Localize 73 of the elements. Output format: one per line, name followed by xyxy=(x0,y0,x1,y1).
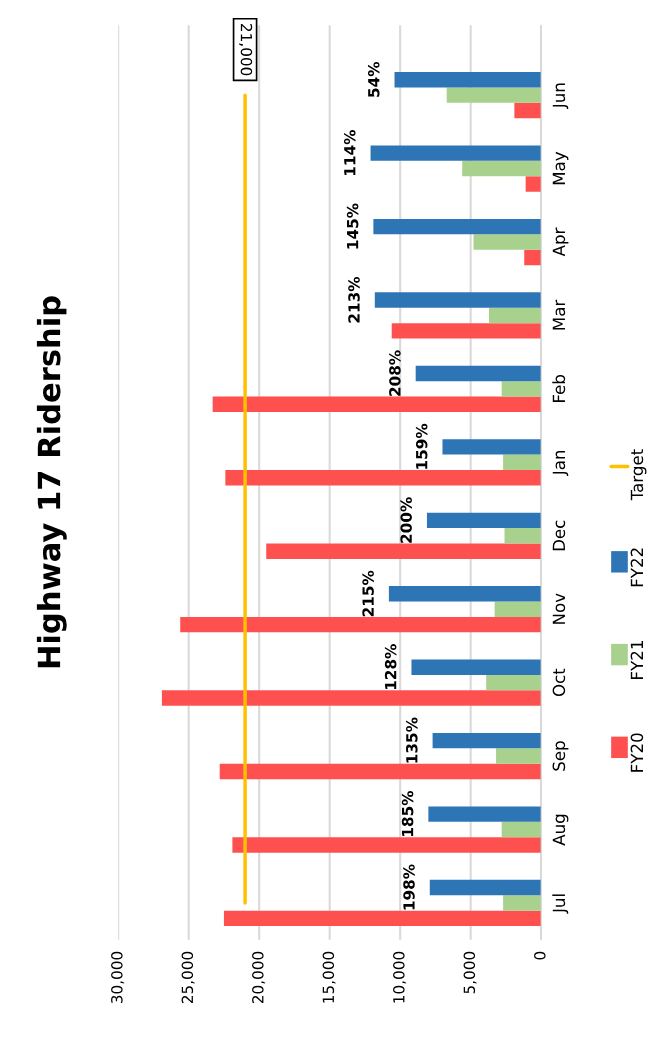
bar xyxy=(225,470,542,486)
bar xyxy=(212,396,542,413)
y-tick-label: May xyxy=(552,151,569,185)
bar xyxy=(388,586,542,602)
bar xyxy=(370,145,542,161)
x-tick-label: 20,000 xyxy=(252,951,266,1004)
annotation: 198% xyxy=(403,864,415,910)
bar xyxy=(486,674,542,691)
x-tick-label: 5,000 xyxy=(463,951,477,994)
y-tick-label: Sep xyxy=(552,741,569,771)
y-tick-label: Dec xyxy=(552,520,566,551)
y-tick-label: Feb xyxy=(552,375,566,402)
x-tick-label: 0 xyxy=(534,951,546,960)
bar xyxy=(462,160,542,177)
bar xyxy=(524,249,542,266)
annotation: 135% xyxy=(406,717,418,763)
x-tick-label: 25,000 xyxy=(181,951,195,1004)
text: Highway 17 Ridership xyxy=(36,296,67,668)
annotation: 159% xyxy=(415,423,428,469)
bar xyxy=(374,292,542,308)
y-tick-label: Jul xyxy=(552,894,569,914)
annotation: 145% xyxy=(346,203,359,249)
legend-label: FY20 xyxy=(630,733,644,772)
bar xyxy=(429,879,542,896)
bar xyxy=(411,659,542,675)
annotation: 114% xyxy=(344,130,356,176)
bar xyxy=(494,601,542,617)
annotation: 213% xyxy=(348,276,360,323)
bar xyxy=(394,72,542,88)
bar xyxy=(428,806,542,822)
bar xyxy=(442,439,542,455)
bar xyxy=(501,381,542,397)
bar xyxy=(223,910,542,927)
legend-label: Target xyxy=(630,449,647,501)
y-tick-label: Aug xyxy=(552,814,569,846)
legend-label: FY21 xyxy=(630,641,643,679)
bar xyxy=(432,732,542,749)
y-tick-label: Jan xyxy=(552,450,569,477)
y-tick-label: Apr xyxy=(552,227,569,257)
bar xyxy=(473,234,542,250)
bar xyxy=(496,748,542,764)
x-tick-label: 15,000 xyxy=(322,951,336,1003)
annotation: 54% xyxy=(367,61,380,97)
bar xyxy=(415,365,542,382)
x-tick-label: 30,000 xyxy=(111,951,125,1004)
annotation: 128% xyxy=(384,644,397,690)
legend-label: FY22 xyxy=(630,548,643,587)
y-tick-label: Jun xyxy=(552,83,569,110)
bar xyxy=(426,512,542,529)
bar xyxy=(161,690,542,706)
bar xyxy=(266,543,542,559)
bar xyxy=(232,837,542,853)
bar xyxy=(391,323,542,339)
bar xyxy=(504,528,542,544)
data-label: 21,000 xyxy=(239,23,253,76)
annotation: 185% xyxy=(401,790,414,836)
annotation: 215% xyxy=(362,570,374,617)
bar xyxy=(446,87,542,103)
bar xyxy=(373,218,542,235)
y-tick-label: Nov xyxy=(552,593,566,624)
annotation: 208% xyxy=(389,350,401,396)
bar xyxy=(525,176,542,192)
y-tick-label: Oct xyxy=(552,668,566,697)
bar xyxy=(501,821,542,838)
annotation: 200% xyxy=(400,497,412,543)
bar xyxy=(180,616,542,633)
bar xyxy=(488,307,542,324)
y-tick-label: Mar xyxy=(552,299,566,330)
bar xyxy=(503,895,542,911)
bar xyxy=(503,454,542,471)
bar xyxy=(219,763,542,780)
bar xyxy=(514,102,542,119)
x-tick-label: 10,000 xyxy=(393,951,407,1003)
